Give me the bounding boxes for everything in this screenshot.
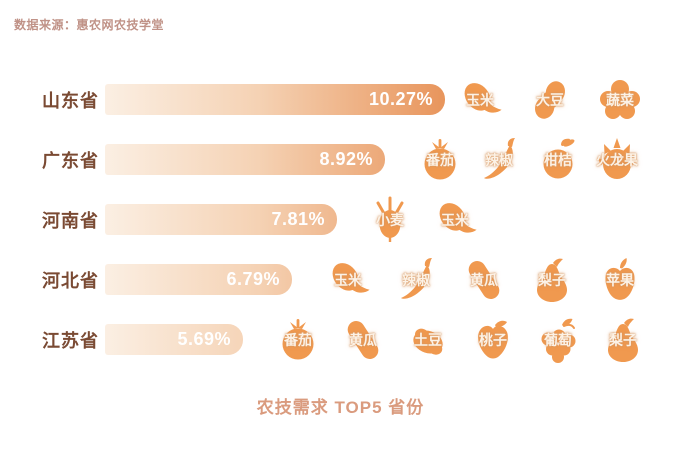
crop-item: 苹果 [598, 256, 642, 304]
value-label: 10.27% [368, 89, 433, 109]
crop-item: 番茄 [276, 316, 320, 364]
crop-label: 大豆 [536, 92, 564, 108]
bar-row-hebei: 河北省 6.79% 玉米 辣椒 黄瓜 梨子 苹果 [0, 264, 681, 295]
crop-item: 大豆 [528, 76, 572, 124]
value-bar: 5.69% [105, 324, 243, 355]
value-label: 8.92% [319, 149, 373, 169]
crop-item: 柑桔 [536, 136, 580, 184]
crop-label: 玉米 [441, 212, 469, 228]
crop-item: 火龙果 [595, 136, 639, 184]
crop-label: 黄瓜 [470, 272, 498, 288]
bar-row-guangdong: 广东省 8.92% 番茄 辣椒 柑桔 火龙果 [0, 144, 681, 175]
province-label: 江苏省 [42, 330, 99, 351]
crop-label: 辣椒 [402, 272, 430, 288]
crop-label: 梨子 [538, 272, 566, 288]
crop-item: 玉米 [433, 196, 477, 244]
value-label: 7.81% [271, 209, 325, 229]
crop-label: 黄瓜 [349, 332, 377, 348]
crop-item: 辣椒 [394, 256, 438, 304]
bar-row-henan: 河南省 7.81% 小麦 玉米 [0, 204, 681, 235]
crop-item: 小麦 [368, 196, 412, 244]
crop-icons: 番茄 辣椒 柑桔 火龙果 [418, 136, 639, 184]
crop-icons: 番茄 黄瓜 土豆 桃子 葡萄 梨子 [276, 316, 645, 364]
crop-label: 玉米 [334, 272, 362, 288]
crop-item: 黄瓜 [462, 256, 506, 304]
value-bar: 8.92% [105, 144, 385, 175]
crop-item: 番茄 [418, 136, 462, 184]
crop-item: 桃子 [471, 316, 515, 364]
crop-item: 土豆 [406, 316, 450, 364]
crop-label: 小麦 [376, 212, 404, 228]
crop-label: 火龙果 [596, 152, 638, 168]
value-label: 6.79% [226, 269, 280, 289]
province-label: 广东省 [42, 150, 99, 171]
chart-title: 农技需求 TOP5 省份 [256, 398, 425, 417]
value-bar: 6.79% [105, 264, 292, 295]
crop-icons: 玉米 辣椒 黄瓜 梨子 苹果 [326, 256, 642, 304]
bar-row-jiangsu: 江苏省 5.69% 番茄 黄瓜 土豆 桃子 葡萄 [0, 324, 681, 355]
value-bar: 10.27% [105, 84, 445, 115]
value-label: 5.69% [177, 329, 231, 349]
province-label: 山东省 [42, 90, 99, 111]
crop-label: 番茄 [284, 332, 312, 348]
data-source-label: 数据来源：惠农网农技学堂 [14, 18, 165, 32]
crop-label: 番茄 [426, 152, 454, 168]
crop-item: 梨子 [530, 256, 574, 304]
bar-row-shandong: 山东省 10.27% 玉米 大豆 蔬菜 [0, 84, 681, 115]
crop-label: 玉米 [466, 92, 494, 108]
crop-icons: 小麦 玉米 [368, 196, 477, 244]
crop-label: 柑桔 [544, 152, 572, 168]
crop-label: 苹果 [606, 272, 634, 288]
province-label: 河南省 [42, 210, 99, 231]
crop-label: 辣椒 [485, 152, 513, 168]
crop-icons: 玉米 大豆 蔬菜 [458, 76, 642, 124]
crop-label: 蔬菜 [606, 92, 634, 108]
crop-item: 玉米 [458, 76, 502, 124]
province-label: 河北省 [42, 270, 99, 291]
crop-item: 蔬菜 [598, 76, 642, 124]
crop-item: 黄瓜 [341, 316, 385, 364]
crop-label: 桃子 [479, 332, 507, 348]
value-bar: 7.81% [105, 204, 337, 235]
crop-item: 辣椒 [477, 136, 521, 184]
crop-label: 梨子 [609, 332, 637, 348]
crop-label: 葡萄 [544, 332, 572, 348]
crop-item: 梨子 [601, 316, 645, 364]
crop-label: 土豆 [414, 332, 442, 348]
crop-item: 玉米 [326, 256, 370, 304]
crop-item: 葡萄 [536, 316, 580, 364]
